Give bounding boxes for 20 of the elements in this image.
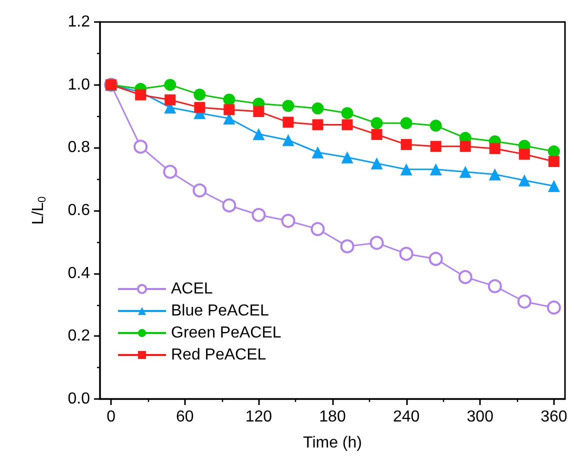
x-tick-label: 180 — [319, 408, 346, 426]
x-tick-label: 120 — [245, 408, 272, 426]
legend-label: Red PeACEL — [171, 346, 266, 364]
y-tick-label: 0.2 — [68, 328, 90, 345]
legend-label: ACEL — [171, 280, 213, 298]
y-tick-label: 0.0 — [68, 390, 90, 408]
x-tick-label: 240 — [392, 408, 420, 426]
x-tick-label: 360 — [540, 408, 568, 426]
y-tick-label: 1.2 — [68, 14, 90, 30]
y-tick-label: 1.0 — [68, 76, 90, 94]
x-axis-title: Time (h) — [303, 434, 362, 452]
x-tick-label: 0 — [106, 408, 116, 426]
y-tick-label: 0.8 — [68, 139, 90, 156]
legend-label: Green PeACEL — [171, 324, 282, 342]
y-tick-label: 0.4 — [68, 264, 90, 282]
y-tick-label: 0.6 — [68, 202, 90, 219]
y-axis-title: L/L0 — [30, 196, 48, 225]
x-tick-label: 300 — [466, 408, 494, 426]
x-tick-label: 60 — [176, 408, 194, 426]
legend-label: Blue PeACEL — [171, 302, 269, 320]
